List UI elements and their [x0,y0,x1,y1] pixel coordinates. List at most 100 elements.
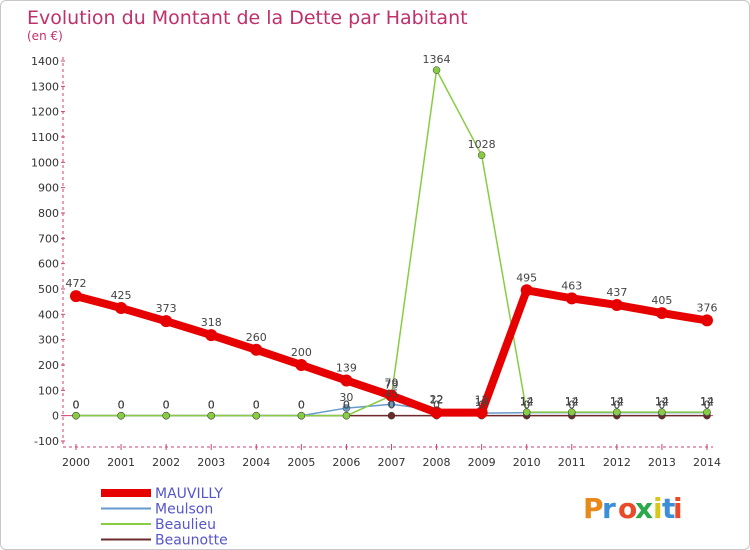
data-labels-layer: 0 0 0 0 0 0 0 0 0 0 0 0 0 0 00 0 0 0 0 030 45 22 10 12 12 12 12 120… [66,53,718,412]
data-label-beaunotte: 0 [253,399,260,412]
y-tick-label: 200 [38,359,59,372]
data-point-mauvilly [700,314,713,327]
data-point-mauvilly [160,315,173,328]
data-label-beaunotte: 0 [523,399,530,412]
data-point-mauvilly [295,359,308,371]
data-point-mauvilly [205,329,218,342]
logo-letter: i [673,492,683,525]
data-label-mauvilly: 12 [430,394,444,407]
logo-letter: P [583,492,604,525]
data-point-mauvilly [70,290,82,303]
x-tick-label: 2003 [197,456,225,469]
data-label-meulson: 0 [118,399,125,412]
data-label-beaulieu: 14 [565,395,579,408]
data-label-beaulieu: 0 [73,399,80,412]
data-label-mauvilly: 472 [66,277,87,290]
data-point-beaulieu [117,411,125,420]
x-tick-label: 2002 [152,456,180,469]
data-label-beaulieu: 0 [343,399,350,412]
data-point-beaulieu [658,408,666,416]
data-label-meulson: 30 [339,391,353,404]
y-tick-label: 600 [38,258,59,271]
data-label-mauvilly: 79 [384,377,398,390]
data-label-meulson: 0 [73,399,80,412]
data-label-mauvilly: 260 [246,331,267,344]
chart-axes: -100010020030040050060070080090010001100… [31,55,721,469]
data-label-beaunotte: 0 [118,399,125,412]
data-label-beaulieu: 1364 [423,53,451,66]
logo-letter: i [653,492,663,525]
data-label-meulson: 22 [430,393,444,406]
data-label-meulson: 12 [655,396,669,409]
x-tick-label: 2013 [648,456,676,469]
y-tick-label: 1200 [31,106,59,119]
data-label-meulson: 12 [610,396,624,409]
logo-letter: o [618,492,637,525]
series-layer [70,66,713,420]
legend-entry: MAUVILLY [155,486,223,502]
data-point-mauvilly [655,307,668,320]
data-point-beaulieu [432,66,441,74]
data-label-mauvilly: 373 [156,302,177,315]
data-label-meulson: 12 [700,396,714,409]
data-label-beaunotte: 0 [388,399,395,412]
x-tick-label: 2014 [693,456,721,469]
y-tick-label: 400 [38,308,59,321]
y-tick-label: 900 [38,182,59,195]
data-label-beaulieu: 0 [118,399,125,412]
data-label-beaunotte: 0 [658,399,665,412]
y-tick-label: 1300 [31,80,59,93]
data-label-beaulieu: 0 [298,399,305,412]
x-tick-label: 2005 [287,456,315,469]
data-label-mauvilly: 12 [475,394,489,407]
data-point-mauvilly [430,406,443,419]
y-tick-label: 100 [38,384,59,397]
data-label-beaunotte: 0 [163,399,170,412]
data-label-beaunotte: 0 [613,399,620,412]
data-label-meulson: 0 [298,399,305,412]
data-label-meulson: 12 [565,396,579,409]
y-tick-label: 1100 [31,131,59,144]
data-point-beaulieu [207,411,215,420]
data-label-beaunotte: 0 [298,399,305,412]
data-label-mauvilly: 318 [201,316,222,329]
data-label-meulson: 45 [384,387,398,400]
y-tick-label: 1400 [31,55,59,68]
chart-subtitle: (en €) [27,29,63,43]
proxiti-logo: Pr ox i ti [583,492,683,525]
data-label-mauvilly: 463 [561,279,582,292]
x-tick-label: 2012 [603,456,631,469]
data-label-beaulieu: 14 [610,395,624,408]
data-label-beaunotte: 0 [433,399,440,412]
data-label-mauvilly: 495 [516,271,537,284]
data-point-mauvilly [250,343,263,356]
x-tick-label: 2004 [242,456,270,469]
y-tick-label: 300 [38,334,59,347]
data-label-meulson: 0 [163,399,170,412]
data-point-mauvilly [115,302,128,314]
data-point-beaulieu [252,411,261,420]
data-point-mauvilly [475,406,488,419]
data-point-beaulieu [162,411,170,420]
legend-entry: Meulson [155,502,213,518]
data-label-mauvilly: 425 [111,289,132,302]
data-point-mauvilly [610,298,623,311]
data-label-mauvilly: 437 [606,286,627,299]
data-label-beaunotte: 0 [568,399,575,412]
data-label-beaulieu: 1028 [468,138,496,151]
data-label-beaulieu: 0 [253,399,260,412]
logo-letter: x [635,492,653,525]
data-label-beaunotte: 0 [343,399,350,412]
data-label-beaulieu: 14 [655,395,669,408]
data-point-beaulieu [477,151,486,159]
data-label-mauvilly: 376 [696,301,717,314]
logo-letter: t [662,492,675,525]
data-label-mauvilly: 405 [651,294,672,307]
x-tick-label: 2009 [468,456,496,469]
data-point-beaulieu [297,411,306,420]
data-point-beaulieu [568,408,576,416]
data-point-mauvilly [520,284,533,297]
data-point-beaulieu [703,408,711,416]
